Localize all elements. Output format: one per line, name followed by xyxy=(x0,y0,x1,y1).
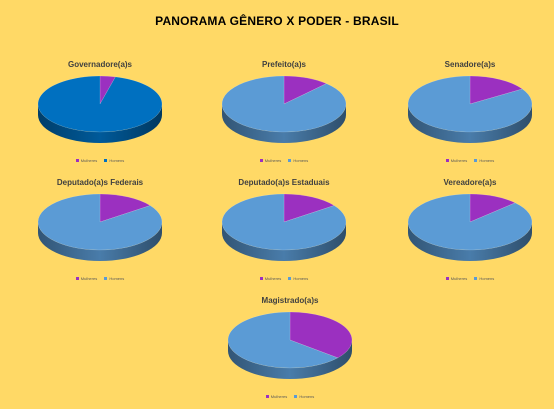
legend-label-men: Homens xyxy=(479,158,495,163)
chart-governadores: Governadore(a)s Mulheres Homens xyxy=(30,60,170,170)
pie-side-wall xyxy=(222,222,346,261)
pie-chart xyxy=(37,193,163,261)
legend-item-men: Homens xyxy=(474,276,494,281)
chart-legend: Mulheres Homens xyxy=(214,158,354,163)
pie-slice-women xyxy=(469,75,523,105)
legend-swatch-men xyxy=(288,277,292,281)
pie-side-wall xyxy=(222,104,346,143)
legend-swatch-men xyxy=(294,395,298,399)
chart-deputados-estaduais: Deputado(a)s Estaduais Mulheres Homens xyxy=(214,178,354,288)
legend-item-men: Homens xyxy=(294,394,314,399)
legend-item-women: Mulheres xyxy=(259,276,282,281)
legend-item-men: Homens xyxy=(474,158,494,163)
chart-vereadores: Vereadore(a)s Mulheres Homens xyxy=(400,178,540,288)
pie-slice-men xyxy=(407,75,533,133)
legend-item-women: Mulheres xyxy=(75,158,98,163)
chart-legend: Mulheres Homens xyxy=(400,276,540,281)
legend-item-men: Homens xyxy=(288,276,308,281)
chart-legend: Mulheres Homens xyxy=(214,276,354,281)
legend-label-women: Mulheres xyxy=(450,276,468,281)
pie-slice-men xyxy=(407,193,533,251)
chart-senadores: Senadore(a)s Mulheres Homens xyxy=(400,60,540,170)
legend-label-men: Homens xyxy=(299,394,315,399)
legend-swatch-women xyxy=(445,277,449,281)
chart-legend: Mulheres Homens xyxy=(220,394,360,399)
pie-side-wall xyxy=(38,222,162,261)
legend-label-men: Homens xyxy=(293,276,309,281)
pie-slice-women xyxy=(283,75,327,105)
pie-chart xyxy=(227,311,353,379)
legend-label-men: Homens xyxy=(109,276,125,281)
legend-label-women: Mulheres xyxy=(270,394,288,399)
pie-side-wall xyxy=(408,222,532,261)
legend-swatch-women xyxy=(259,277,263,281)
legend-swatch-men xyxy=(104,277,108,281)
legend-label-men: Homens xyxy=(479,276,495,281)
legend-swatch-men xyxy=(104,159,108,163)
pie-slice-women xyxy=(289,311,353,359)
legend-label-women: Mulheres xyxy=(80,158,98,163)
chart-title: Magistrado(a)s xyxy=(261,296,319,305)
legend-item-women: Mulheres xyxy=(445,276,468,281)
chart-title: Vereadore(a)s xyxy=(443,178,497,187)
legend-swatch-men xyxy=(474,159,478,163)
legend-item-women: Mulheres xyxy=(445,158,468,163)
chart-deputados-federais: Deputado(a)s Federais Mulheres Homens xyxy=(30,178,170,288)
page-title: PANORAMA GÊNERO X PODER - BRASIL xyxy=(155,14,399,28)
pie-chart xyxy=(221,193,347,261)
legend-label-men: Homens xyxy=(109,158,125,163)
legend-swatch-women xyxy=(259,159,263,163)
legend-label-women: Mulheres xyxy=(80,276,98,281)
pie-slice-men xyxy=(37,193,163,251)
legend-label-men: Homens xyxy=(293,158,309,163)
pie-chart xyxy=(407,75,533,143)
legend-item-women: Mulheres xyxy=(265,394,288,399)
legend-swatch-women xyxy=(75,159,79,163)
chart-prefeitos: Prefeito(a)s Mulheres Homens xyxy=(214,60,354,170)
pie-slice-men xyxy=(221,75,347,133)
pie-slice-men xyxy=(221,193,347,251)
legend-swatch-women xyxy=(75,277,79,281)
legend-label-women: Mulheres xyxy=(264,158,282,163)
chart-title: Deputado(a)s Estaduais xyxy=(238,178,330,187)
legend-swatch-women xyxy=(445,159,449,163)
pie-slice-women xyxy=(469,193,516,223)
legend-swatch-men xyxy=(288,159,292,163)
pie-chart xyxy=(37,75,163,143)
chart-title: Senadore(a)s xyxy=(444,60,496,69)
pie-side-wall xyxy=(228,340,352,379)
legend-item-men: Homens xyxy=(104,158,124,163)
chart-legend: Mulheres Homens xyxy=(400,158,540,163)
pie-chart xyxy=(407,193,533,261)
pie-chart xyxy=(221,75,347,143)
legend-label-women: Mulheres xyxy=(450,158,468,163)
pie-slice-women xyxy=(99,75,116,105)
pie-side-wall xyxy=(408,104,532,143)
pie-side-wall xyxy=(38,104,162,143)
legend-item-men: Homens xyxy=(288,158,308,163)
chart-legend: Mulheres Homens xyxy=(30,276,170,281)
legend-item-men: Homens xyxy=(104,276,124,281)
pie-slice-men xyxy=(227,311,339,369)
pie-slice-women xyxy=(99,193,151,223)
chart-title: Prefeito(a)s xyxy=(261,60,306,69)
chart-legend: Mulheres Homens xyxy=(30,158,170,163)
chart-title: Deputado(a)s Federais xyxy=(56,178,144,187)
legend-label-women: Mulheres xyxy=(264,276,282,281)
chart-magistrados: Magistrado(a)s Mulheres Homens xyxy=(220,296,360,406)
pie-slice-women xyxy=(283,193,335,223)
legend-swatch-women xyxy=(265,395,269,399)
legend-item-women: Mulheres xyxy=(75,276,98,281)
pie-slice-men xyxy=(37,75,163,133)
legend-item-women: Mulheres xyxy=(259,158,282,163)
chart-title: Governadore(a)s xyxy=(67,60,133,69)
legend-swatch-men xyxy=(474,277,478,281)
